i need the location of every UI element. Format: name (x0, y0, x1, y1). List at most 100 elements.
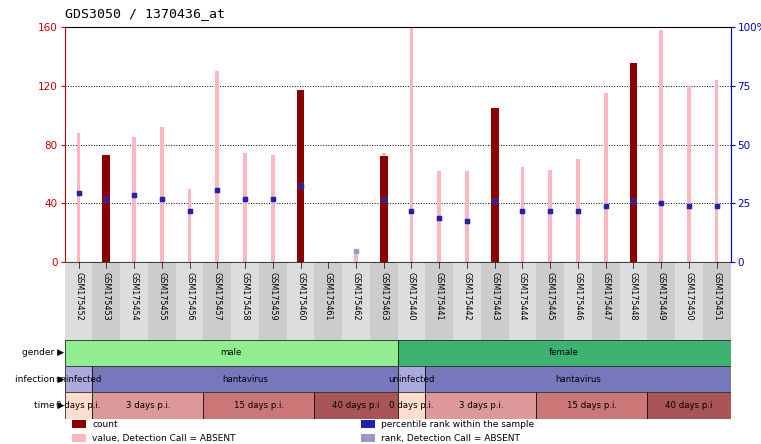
Bar (397, 392, 425, 419)
Bar (65, 392, 92, 419)
Bar (715, 79, 718, 262)
Text: GSM175444: GSM175444 (518, 272, 527, 320)
Text: GSM175460: GSM175460 (296, 272, 305, 320)
Text: GSM175447: GSM175447 (601, 272, 610, 320)
Text: 15 days p.i.: 15 days p.i. (234, 401, 284, 410)
Text: GSM175456: GSM175456 (185, 272, 194, 320)
Text: GSM175462: GSM175462 (352, 272, 361, 320)
Text: GSM175457: GSM175457 (213, 272, 221, 321)
Text: 3 days p.i.: 3 days p.i. (126, 401, 170, 410)
Bar (65, 262, 92, 340)
Bar (72, 420, 86, 428)
Bar (675, 262, 703, 340)
Text: GSM175459: GSM175459 (269, 272, 277, 321)
Text: GSM175463: GSM175463 (379, 272, 388, 320)
Text: value, Detection Call = ABSENT: value, Detection Call = ABSENT (92, 434, 236, 444)
Bar (703, 262, 731, 340)
Bar (361, 420, 375, 428)
Text: 0 days p.i.: 0 days p.i. (56, 401, 100, 410)
Text: hantavirus: hantavirus (222, 375, 268, 384)
Bar (361, 434, 375, 442)
Bar (397, 262, 425, 340)
Bar (203, 392, 314, 419)
Bar (425, 392, 537, 419)
Bar (354, 251, 358, 262)
Text: GSM175450: GSM175450 (684, 272, 693, 320)
Bar (92, 366, 397, 392)
Text: GSM175445: GSM175445 (546, 272, 555, 320)
Bar (148, 262, 176, 340)
Bar (382, 153, 386, 262)
Bar (103, 155, 110, 262)
Text: GSM175441: GSM175441 (435, 272, 444, 320)
Bar (271, 155, 275, 262)
Text: GSM175454: GSM175454 (129, 272, 139, 320)
Bar (380, 156, 387, 262)
Bar (537, 392, 648, 419)
Bar (203, 262, 231, 340)
Text: 40 days p.i: 40 days p.i (333, 401, 380, 410)
Text: male: male (221, 348, 242, 357)
Bar (297, 90, 304, 262)
Text: GSM175451: GSM175451 (712, 272, 721, 320)
Bar (549, 170, 552, 262)
Text: 0 days p.i.: 0 days p.i. (389, 401, 434, 410)
Bar (65, 340, 397, 366)
Bar (176, 262, 203, 340)
Bar (659, 30, 663, 262)
Bar (244, 153, 247, 262)
Bar (629, 63, 638, 262)
Bar (648, 392, 731, 419)
Text: female: female (549, 348, 579, 357)
Bar (491, 108, 498, 262)
Bar (370, 262, 397, 340)
Bar (77, 133, 81, 262)
Text: percentile rank within the sample: percentile rank within the sample (381, 420, 534, 429)
Bar (521, 166, 524, 262)
Bar (92, 392, 203, 419)
Text: gender ▶: gender ▶ (22, 348, 64, 357)
Text: 3 days p.i.: 3 days p.i. (459, 401, 503, 410)
Bar (342, 262, 370, 340)
Text: GDS3050 / 1370436_at: GDS3050 / 1370436_at (65, 7, 224, 20)
Text: GSM175455: GSM175455 (158, 272, 167, 321)
Bar (425, 366, 731, 392)
Bar (397, 366, 425, 392)
Text: uninfected: uninfected (388, 375, 435, 384)
Text: GSM175449: GSM175449 (657, 272, 666, 320)
Bar (120, 262, 148, 340)
Bar (215, 71, 219, 262)
Bar (397, 340, 731, 366)
Text: GSM175453: GSM175453 (102, 272, 111, 320)
Text: GSM175443: GSM175443 (490, 272, 499, 320)
Text: GSM175461: GSM175461 (323, 272, 333, 320)
Bar (508, 262, 537, 340)
Bar (132, 137, 136, 262)
Bar (465, 171, 469, 262)
Bar (259, 262, 287, 340)
Text: rank, Detection Call = ABSENT: rank, Detection Call = ABSENT (381, 434, 520, 444)
Bar (592, 262, 619, 340)
Bar (314, 262, 342, 340)
Text: time ▶: time ▶ (33, 401, 64, 410)
Text: GSM175442: GSM175442 (463, 272, 472, 320)
Text: GSM175440: GSM175440 (407, 272, 416, 320)
Text: GSM175452: GSM175452 (74, 272, 83, 321)
Bar (188, 189, 191, 262)
Bar (481, 262, 508, 340)
Text: count: count (92, 420, 118, 429)
Bar (687, 86, 691, 262)
Bar (453, 262, 481, 340)
Bar (92, 262, 120, 340)
Bar (604, 93, 607, 262)
Bar (160, 127, 164, 262)
Text: uninfected: uninfected (56, 375, 102, 384)
Bar (409, 27, 413, 262)
Text: 40 days p.i: 40 days p.i (665, 401, 712, 410)
Text: infection ▶: infection ▶ (14, 375, 64, 384)
Bar (648, 262, 675, 340)
Bar (564, 262, 592, 340)
Bar (287, 262, 314, 340)
Text: hantavirus: hantavirus (555, 375, 601, 384)
Text: GSM175448: GSM175448 (629, 272, 638, 320)
